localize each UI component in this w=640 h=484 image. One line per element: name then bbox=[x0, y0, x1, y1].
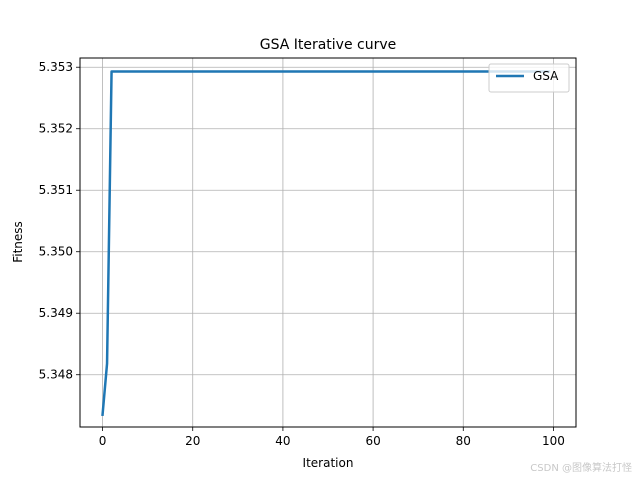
y-tick-label: 5.351 bbox=[39, 183, 73, 197]
series-lines bbox=[101, 70, 551, 417]
y-tick-label: 5.352 bbox=[39, 122, 73, 136]
x-tick-label: 0 bbox=[99, 434, 107, 448]
grid-lines bbox=[80, 58, 576, 427]
x-tick-label: 100 bbox=[542, 434, 565, 448]
plot-area-background bbox=[80, 58, 576, 427]
x-tick-label: 80 bbox=[456, 434, 471, 448]
y-axis-label: Fitness bbox=[11, 221, 25, 263]
x-tick-label: 20 bbox=[185, 434, 200, 448]
watermark: CSDN @图像算法打怪 bbox=[530, 461, 632, 474]
y-tick-label: 5.353 bbox=[39, 60, 73, 74]
x-axis-label: Iteration bbox=[303, 456, 354, 470]
plot-frame bbox=[79, 57, 577, 428]
legend: GSA bbox=[488, 63, 570, 93]
series-line-gsa bbox=[101, 70, 551, 417]
y-tick-label: 5.349 bbox=[39, 306, 73, 320]
x-tick-label: 60 bbox=[365, 434, 380, 448]
chart-title: GSA Iterative curve bbox=[260, 37, 397, 53]
axis-ticks: 0 20 40 60 80 100 5.348 5.349 5.350 5.351 5.352 5.3… bbox=[39, 60, 565, 448]
legend-box bbox=[488, 63, 570, 93]
x-tick-label: 40 bbox=[275, 434, 290, 448]
legend-label-gsa: GSA bbox=[533, 69, 559, 83]
y-tick-label: 5.348 bbox=[39, 368, 73, 382]
y-tick-label: 5.350 bbox=[39, 245, 73, 259]
